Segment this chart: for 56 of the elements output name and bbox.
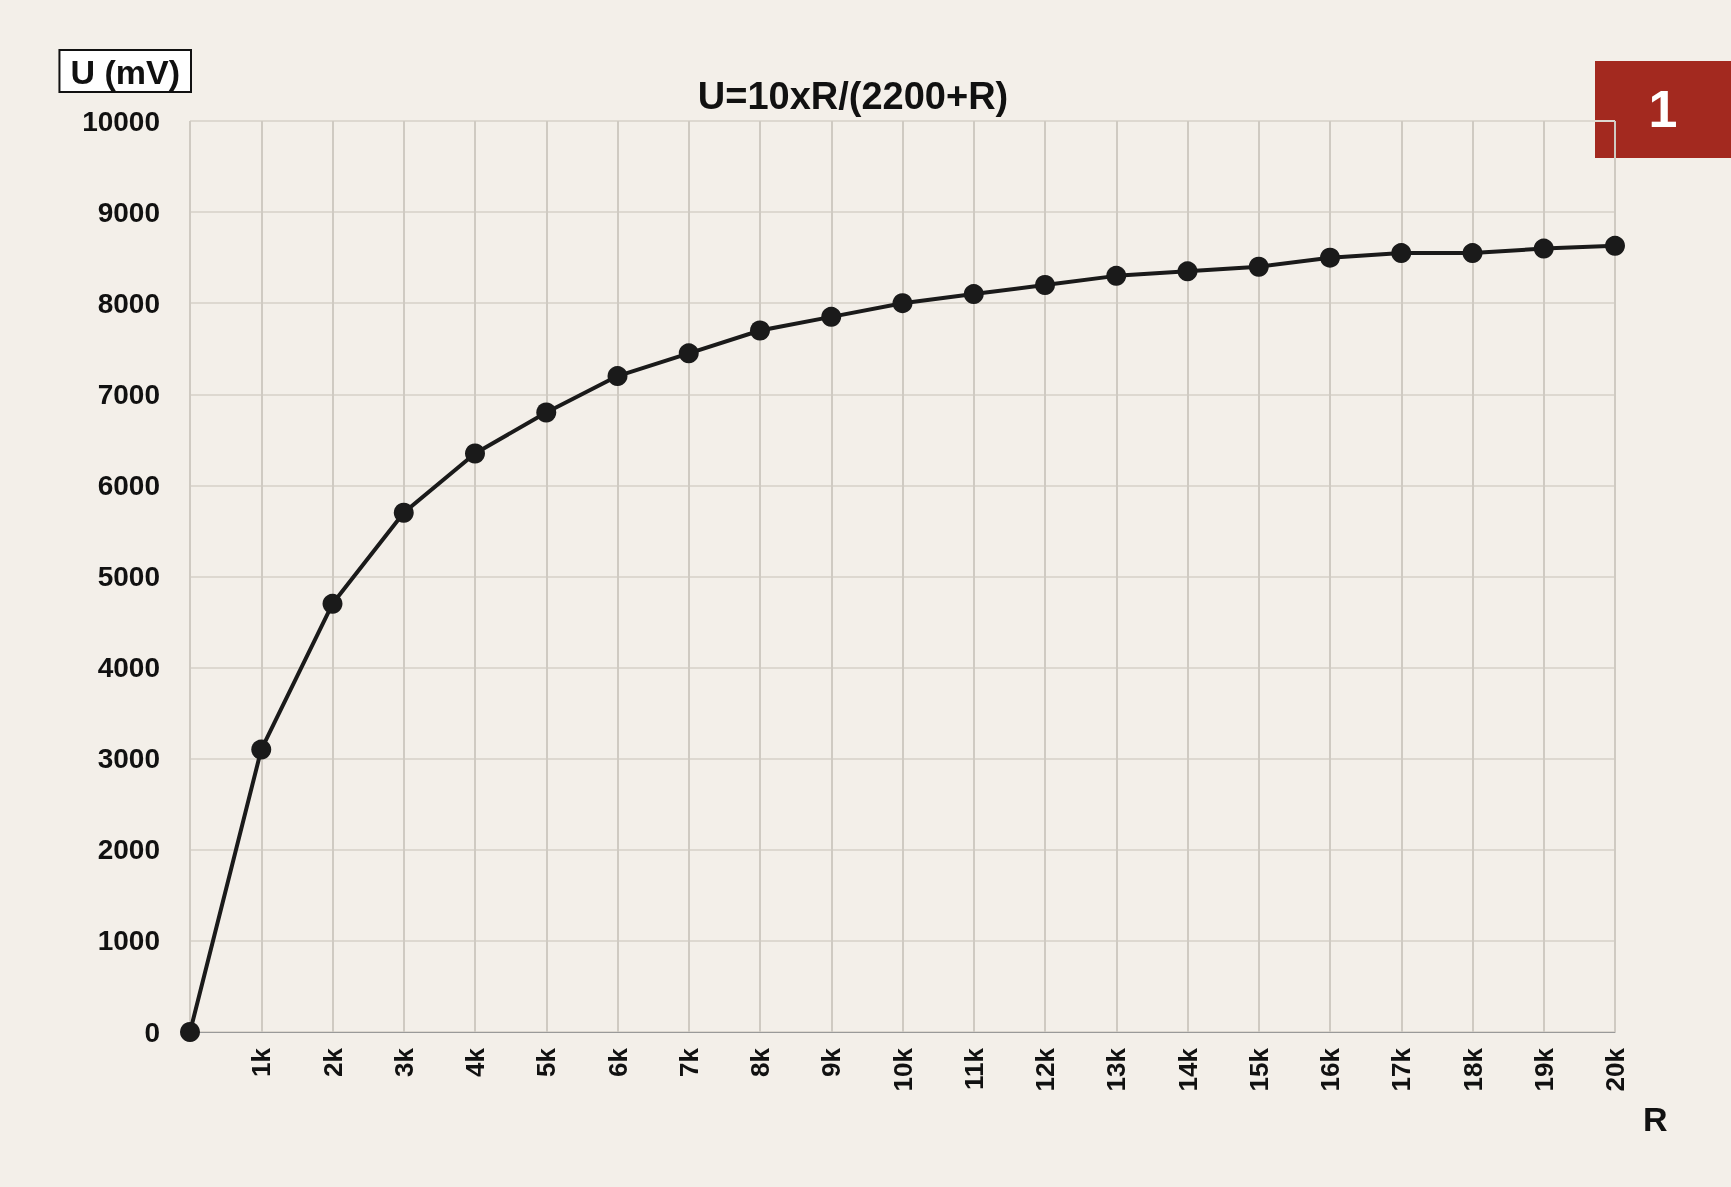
x-tick-label: 6k <box>602 1047 633 1077</box>
y-tick-label: 5000 <box>97 561 160 592</box>
x-tick-label: 1k <box>246 1047 277 1077</box>
point <box>892 293 913 314</box>
y-tick-label: 9000 <box>97 196 160 228</box>
x-tick-label: 3k <box>388 1047 419 1077</box>
x-tick-label: 20k <box>1600 1047 1630 1092</box>
y-tick-label: 4000 <box>97 652 160 684</box>
point <box>1462 243 1483 264</box>
x-tick-label: 4k <box>460 1047 490 1077</box>
x-tick-label: 13k <box>1101 1047 1132 1092</box>
x-tick-label: 16k <box>1315 1047 1345 1092</box>
point <box>393 502 414 523</box>
point <box>1177 261 1198 282</box>
point <box>821 306 842 327</box>
point <box>1106 265 1127 286</box>
x-tick-label: 10k <box>887 1047 918 1092</box>
point <box>678 343 699 364</box>
point <box>180 1022 200 1042</box>
x-tick-label: 5k <box>531 1047 562 1077</box>
x-axis-title: R <box>1643 1100 1668 1138</box>
x-tick-label: 8k <box>745 1047 775 1077</box>
x-tick-label: 17k <box>1386 1047 1417 1092</box>
point <box>1035 274 1055 295</box>
y-tick-label: 10000 <box>82 105 160 137</box>
y-tick-label: 2000 <box>97 834 160 866</box>
point <box>607 366 628 387</box>
x-tick-label: 9k <box>816 1047 847 1077</box>
y-tick-label: 0 <box>144 1016 160 1048</box>
y-tick-label: 1000 <box>97 925 160 957</box>
x-tick-label: 14k <box>1172 1047 1203 1092</box>
y-tick-label: 6000 <box>97 469 160 501</box>
point <box>1320 247 1340 268</box>
x-tick-label: 15k <box>1243 1047 1274 1092</box>
y-tick-label: 8000 <box>97 287 160 319</box>
point <box>322 593 343 614</box>
x-tick-label: 7k <box>673 1047 704 1077</box>
x-tick-label: 2k <box>317 1047 348 1077</box>
text: 1 <box>1648 80 1678 138</box>
point <box>465 443 485 464</box>
point <box>750 320 770 341</box>
x-tick-label: 12k <box>1030 1047 1060 1092</box>
x-tick-label: 18k <box>1457 1047 1488 1092</box>
point <box>1533 238 1554 259</box>
y-axis-title: U (mV) <box>70 53 180 91</box>
chart-title: U=10xR/(2200+R) <box>697 75 1009 117</box>
point <box>536 402 557 423</box>
x-tick-label: 19k <box>1528 1047 1559 1092</box>
point <box>1605 235 1625 256</box>
point <box>1248 256 1269 277</box>
point <box>251 739 272 760</box>
point <box>963 284 984 305</box>
y-tick-label: 7000 <box>97 378 160 410</box>
y-tick-label: 3000 <box>97 743 160 775</box>
x-tick-label: 11k <box>958 1047 989 1090</box>
point <box>1391 243 1412 264</box>
